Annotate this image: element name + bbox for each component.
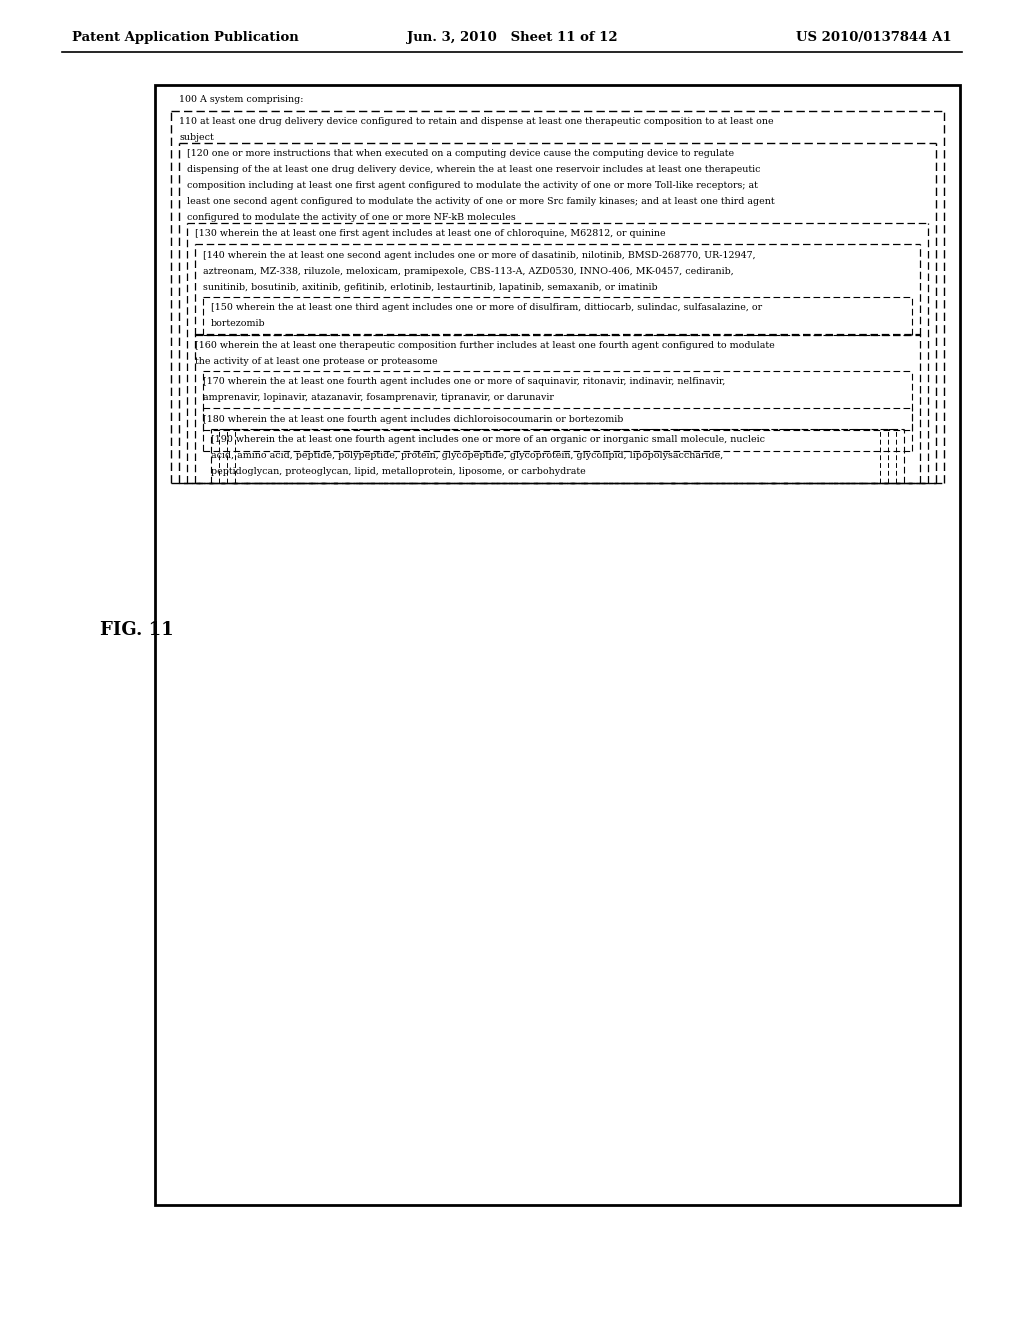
Text: [160 wherein the at least one therapeutic composition further includes at least : [160 wherein the at least one therapeuti… — [195, 341, 775, 350]
Text: FIG. 11: FIG. 11 — [100, 620, 174, 639]
Text: dispensing of the at least one drug delivery device, wherein the at least one re: dispensing of the at least one drug deli… — [187, 165, 761, 174]
Bar — [155, 84, 961, 1205]
Text: amprenavir, lopinavir, atazanavir, fosamprenavir, tipranavir, or darunavir: amprenavir, lopinavir, atazanavir, fosam… — [203, 393, 554, 403]
Text: Patent Application Publication: Patent Application Publication — [72, 30, 299, 44]
Text: [150 wherein the at least one third agent includes one or more of disulfiram, di: [150 wherein the at least one third agen… — [211, 304, 762, 313]
Text: configured to modulate the activity of one or more NF-kB molecules: configured to modulate the activity of o… — [187, 214, 516, 223]
Text: the activity of at least one protease or proteasome: the activity of at least one protease or… — [195, 356, 437, 366]
Text: [120 one or more instructions that when executed on a computing device cause the: [120 one or more instructions that when … — [187, 149, 734, 158]
Text: 110 at least one drug delivery device configured to retain and dispense at least: 110 at least one drug delivery device co… — [179, 117, 773, 127]
Text: aztreonam, MZ-338, riluzole, meloxicam, pramipexole, CBS-113-A, AZD0530, INNO-40: aztreonam, MZ-338, riluzole, meloxicam, … — [203, 267, 734, 276]
Text: [180 wherein the at least one fourth agent includes dichloroisocoumarin or borte: [180 wherein the at least one fourth age… — [203, 414, 624, 424]
Text: Jun. 3, 2010   Sheet 11 of 12: Jun. 3, 2010 Sheet 11 of 12 — [407, 30, 617, 44]
Text: [140 wherein the at least one second agent includes one or more of dasatinib, ni: [140 wherein the at least one second age… — [203, 251, 756, 260]
Text: peptidoglycan, proteoglycan, lipid, metalloprotein, liposome, or carbohydrate: peptidoglycan, proteoglycan, lipid, meta… — [211, 467, 586, 477]
Text: sunitinib, bosutinib, axitinib, gefitinib, erlotinib, lestaurtinib, lapatinib, s: sunitinib, bosutinib, axitinib, gefitini… — [203, 282, 657, 292]
Text: US 2010/0137844 A1: US 2010/0137844 A1 — [797, 30, 952, 44]
Text: bortezomib: bortezomib — [211, 319, 265, 329]
Text: [130 wherein the at least one first agent includes at least one of chloroquine, : [130 wherein the at least one first agen… — [195, 230, 666, 239]
Text: acid, amino acid, peptide, polypeptide, protein, glycopeptide, glycoprotein, gly: acid, amino acid, peptide, polypeptide, … — [211, 451, 723, 461]
Text: subject: subject — [179, 133, 214, 143]
Text: least one second agent configured to modulate the activity of one or more Src fa: least one second agent configured to mod… — [187, 198, 774, 206]
Text: [190 wherein the at least one fourth agent includes one or more of an organic or: [190 wherein the at least one fourth age… — [211, 436, 765, 445]
Text: [170 wherein the at least one fourth agent includes one or more of saquinavir, r: [170 wherein the at least one fourth age… — [203, 378, 725, 387]
Text: composition including at least one first agent configured to modulate the activi: composition including at least one first… — [187, 181, 758, 190]
Text: 100 A system comprising:: 100 A system comprising: — [179, 95, 303, 104]
